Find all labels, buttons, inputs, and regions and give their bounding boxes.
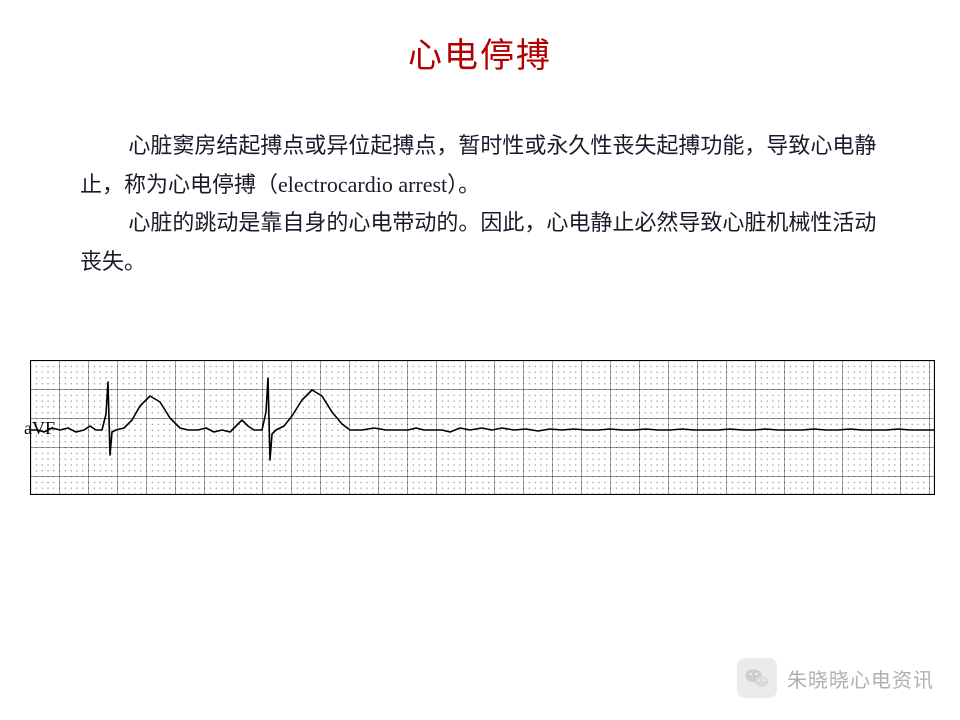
paragraph-2: 心脏的跳动是靠自身的心电带动的。因此，心电静止必然导致心脏机械性活动丧失。 [80,204,880,281]
watermark-text: 朱晓晓心电资讯 [787,664,934,693]
wechat-icon [737,658,777,698]
body-text-block: 心脏窦房结起搏点或异位起搏点，暂时性或永久性丧失起搏功能，导致心电静止，称为心电… [0,77,960,281]
watermark: 朱晓晓心电资讯 [737,658,934,698]
paragraph-1: 心脏窦房结起搏点或异位起搏点，暂时性或永久性丧失起搏功能，导致心电静止，称为心电… [80,127,880,204]
page-title: 心电停搏 [0,0,960,77]
ecg-lead-label: aVF [24,418,55,439]
ecg-strip: aVF [30,360,935,495]
ecg-svg [30,360,935,495]
title-text: 心电停搏 [408,38,552,75]
